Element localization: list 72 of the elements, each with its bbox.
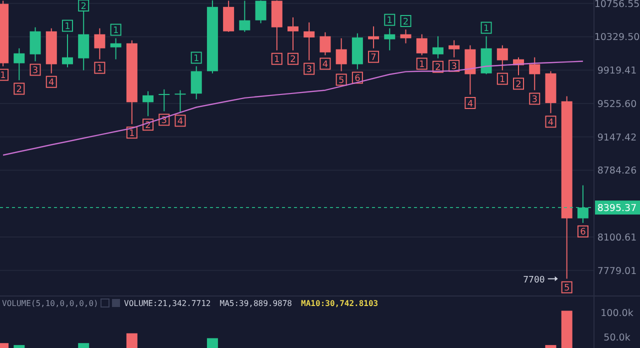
annotation: 2: [16, 85, 22, 96]
candlestick: [142, 90, 154, 117]
annotation: 1: [483, 24, 490, 34]
y-tick-label: 10329.50: [594, 32, 640, 44]
annotation: 2: [435, 63, 441, 74]
annotation: 6: [354, 74, 361, 84]
line-series: [2, 60, 584, 156]
annotation: 3: [32, 66, 38, 76]
candlestick: [174, 90, 186, 113]
candlestick: [304, 22, 315, 61]
candlestick: [416, 34, 428, 56]
annotation: 7700: [523, 275, 545, 286]
candlestick: [158, 88, 170, 112]
annotation: 4: [48, 78, 55, 88]
candlestick: [110, 38, 122, 60]
candlestick: [384, 28, 396, 51]
candlestick: [448, 40, 460, 58]
annotation: 1: [193, 54, 200, 64]
annotation: 1: [386, 16, 393, 26]
annotation: MA5:39,889.9878: [220, 299, 292, 308]
annotation: 7: [370, 53, 376, 64]
y-tick-label: 9147.42: [597, 132, 637, 144]
y-tick-label: 50.0k: [604, 332, 631, 344]
candlestick: [368, 26, 380, 49]
annotation: MA10:30,742.8103: [301, 299, 378, 308]
annotation: 5: [564, 284, 570, 294]
candlestick: [14, 48, 25, 81]
annotation: 4: [467, 99, 474, 110]
candlestick: [190, 66, 202, 100]
annotation: 2: [290, 55, 296, 66]
candlestick: [432, 36, 444, 59]
y-tick-label: 9919.41: [597, 66, 637, 77]
candlestick: [30, 26, 41, 62]
annotation: 1: [419, 60, 425, 70]
candlestick: [239, 0, 250, 32]
y-tick-label: 100.0k: [600, 308, 634, 320]
y-tick-label: 9525.60: [597, 98, 637, 110]
annotation: 2: [80, 2, 86, 12]
annotation: 5: [338, 76, 344, 86]
candlestick: [529, 56, 540, 91]
y-tick-label: 7779.01: [597, 266, 637, 277]
candlestick: [400, 29, 412, 44]
annotation: 1: [500, 75, 506, 86]
annotation: 1: [112, 26, 119, 36]
annotation: VOLUME:21,342.7712: [124, 299, 211, 308]
y-tick-label: 10756.55: [594, 0, 640, 10]
y-tick-label: 8100.61: [597, 232, 637, 244]
annotation: 1: [129, 128, 135, 139]
annotation: 6: [580, 228, 586, 238]
annotation: 2: [402, 17, 409, 28]
annotation: 3: [451, 62, 457, 72]
annotation: 2: [145, 120, 151, 131]
annotation: 3: [306, 65, 312, 76]
chart-title: VOLUME(5,10,0,0,0,0): [2, 299, 98, 308]
annotation: 4: [177, 117, 184, 128]
annotation: 4: [548, 118, 554, 128]
y-tick-label: 8784.26: [597, 166, 637, 177]
candlestick: [255, 0, 266, 24]
candlestick: [94, 28, 106, 60]
candlestick: [288, 16, 298, 51]
ref-line-label: 8395.37: [597, 203, 637, 214]
annotation: 1: [274, 55, 280, 66]
annotation: 1: [64, 22, 70, 32]
candlestick: [496, 44, 508, 71]
annotation: 1: [0, 71, 6, 82]
annotation: 3: [532, 95, 538, 106]
candlestick: [62, 34, 73, 68]
annotation: 4: [322, 60, 328, 70]
annotation: 2: [516, 80, 522, 90]
candlestick: [320, 32, 331, 56]
candlestick: [336, 38, 347, 72]
annotation: 1: [96, 64, 103, 74]
